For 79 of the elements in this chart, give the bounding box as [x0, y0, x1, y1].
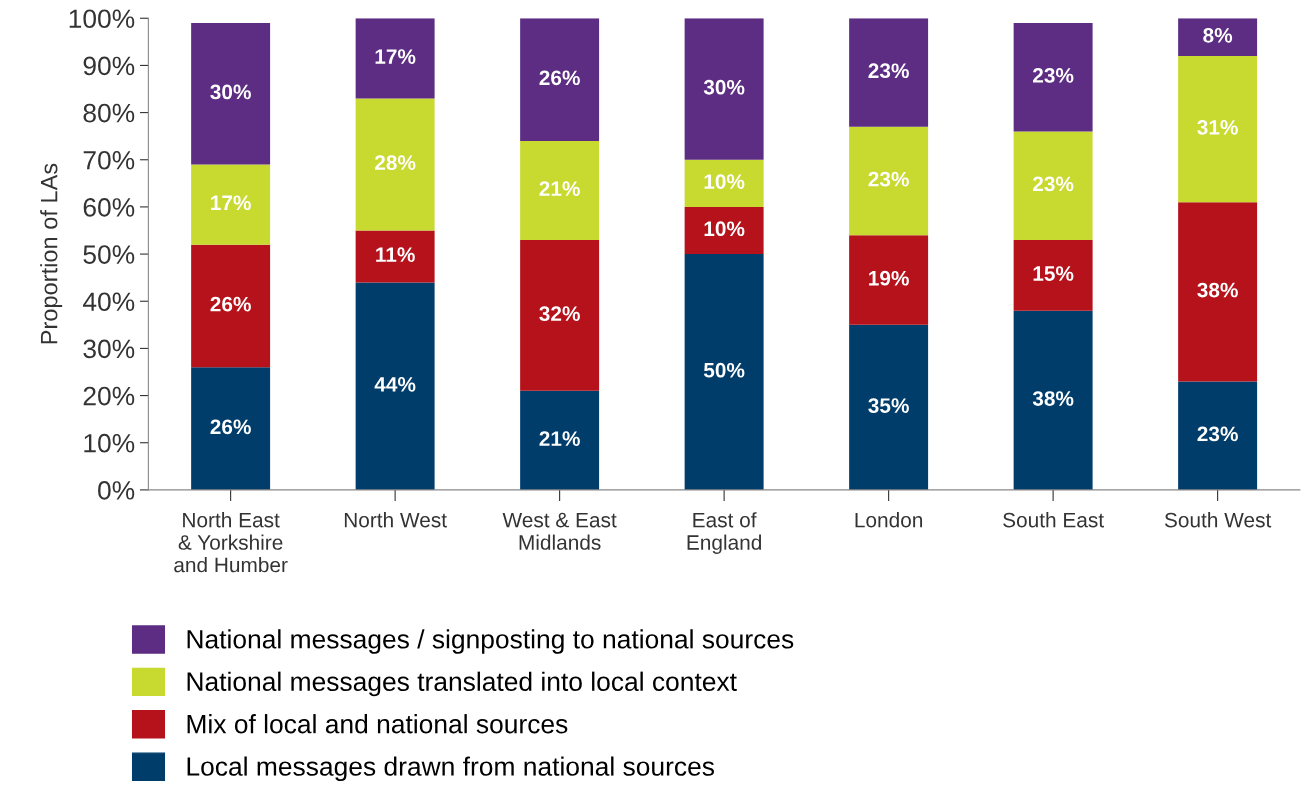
bar	[355, 98, 435, 231]
data-label: 30%	[703, 79, 745, 95]
data-label: 50%	[703, 362, 745, 378]
y-tick-label: 20%	[83, 386, 135, 406]
data-label: 26%	[210, 419, 251, 435]
bar	[684, 206, 764, 255]
data-label: 19%	[869, 270, 909, 286]
data-label: 23%	[868, 63, 909, 79]
data-label: 23%	[1032, 176, 1074, 192]
y-tick-label: 30%	[83, 339, 135, 359]
data-label: 23%	[1032, 68, 1074, 83]
data-label: 38%	[1032, 391, 1074, 406]
bar	[1178, 18, 1258, 56]
data-label: 44%	[374, 377, 416, 392]
bar	[849, 235, 929, 325]
data-label: 26%	[539, 70, 580, 86]
data-label: 31%	[1197, 119, 1238, 135]
data-label: 23%	[1197, 426, 1238, 442]
data-label: 17%	[375, 49, 416, 64]
bar	[684, 159, 764, 207]
y-tick-label: 70%	[83, 150, 135, 170]
y-tick-label: 50%	[83, 245, 135, 264]
bar	[684, 18, 764, 160]
data-label: 8%	[1203, 27, 1233, 43]
y-tick-label: 90%	[83, 56, 135, 76]
bar	[355, 282, 435, 490]
bar	[1013, 310, 1093, 490]
bar	[849, 126, 929, 236]
legend-label: National messages translated into local context	[187, 671, 737, 697]
bar	[1178, 202, 1258, 382]
bar	[684, 254, 764, 490]
y-tick-label: 100%	[69, 9, 135, 29]
bar	[355, 18, 435, 99]
data-label: 28%	[374, 155, 416, 171]
bar	[191, 164, 271, 245]
bar	[520, 390, 600, 490]
x-tick-label: South West	[1164, 512, 1272, 528]
y-tick-label: 0%	[98, 481, 135, 500]
data-label: 10%	[704, 174, 745, 189]
bar	[1013, 22, 1093, 132]
data-label: 23%	[868, 171, 909, 187]
bar	[355, 230, 435, 283]
legend-label: Local messages drawn from national sources	[187, 756, 714, 782]
bar	[1013, 239, 1093, 311]
data-label: 35%	[868, 398, 909, 413]
bar	[191, 22, 271, 165]
legend-label: National messages / signposting to national sources	[187, 629, 794, 654]
bar	[1013, 131, 1093, 240]
bar	[520, 18, 600, 141]
bar	[849, 18, 929, 127]
bar	[520, 140, 600, 240]
data-label: 11%	[376, 247, 415, 262]
data-label: 38%	[1197, 282, 1238, 298]
x-tick-label: North West	[344, 512, 447, 528]
data-label: 21%	[539, 181, 580, 196]
x-tick-label: West & East Midlands	[502, 512, 617, 550]
x-tick-label: London	[855, 512, 923, 528]
data-label: 26%	[210, 296, 251, 312]
x-tick-label: North East & Yorkshire and Humber	[174, 512, 288, 573]
data-label: 17%	[211, 195, 251, 211]
legend-label: Mix of local and national sources	[187, 714, 568, 734]
y-tick-label: 10%	[84, 433, 135, 453]
y-tick-label: 40%	[82, 292, 135, 312]
bar	[1178, 55, 1258, 203]
bar	[191, 367, 271, 490]
data-label: 10%	[704, 221, 745, 237]
y-tick-label: 60%	[83, 198, 135, 217]
x-tick-label: East of England	[687, 512, 762, 554]
data-label: 30%	[210, 84, 251, 100]
data-label: 21%	[539, 431, 580, 446]
bar	[1178, 381, 1258, 490]
bar	[520, 239, 600, 391]
bar	[849, 324, 929, 490]
x-tick-label: South East	[1003, 512, 1104, 528]
y-tick-label: 80%	[83, 103, 135, 123]
bar	[191, 244, 271, 368]
y-axis-title: Proportion of LAs	[40, 163, 63, 344]
data-label: 32%	[539, 306, 580, 322]
data-label: 15%	[1033, 266, 1074, 281]
